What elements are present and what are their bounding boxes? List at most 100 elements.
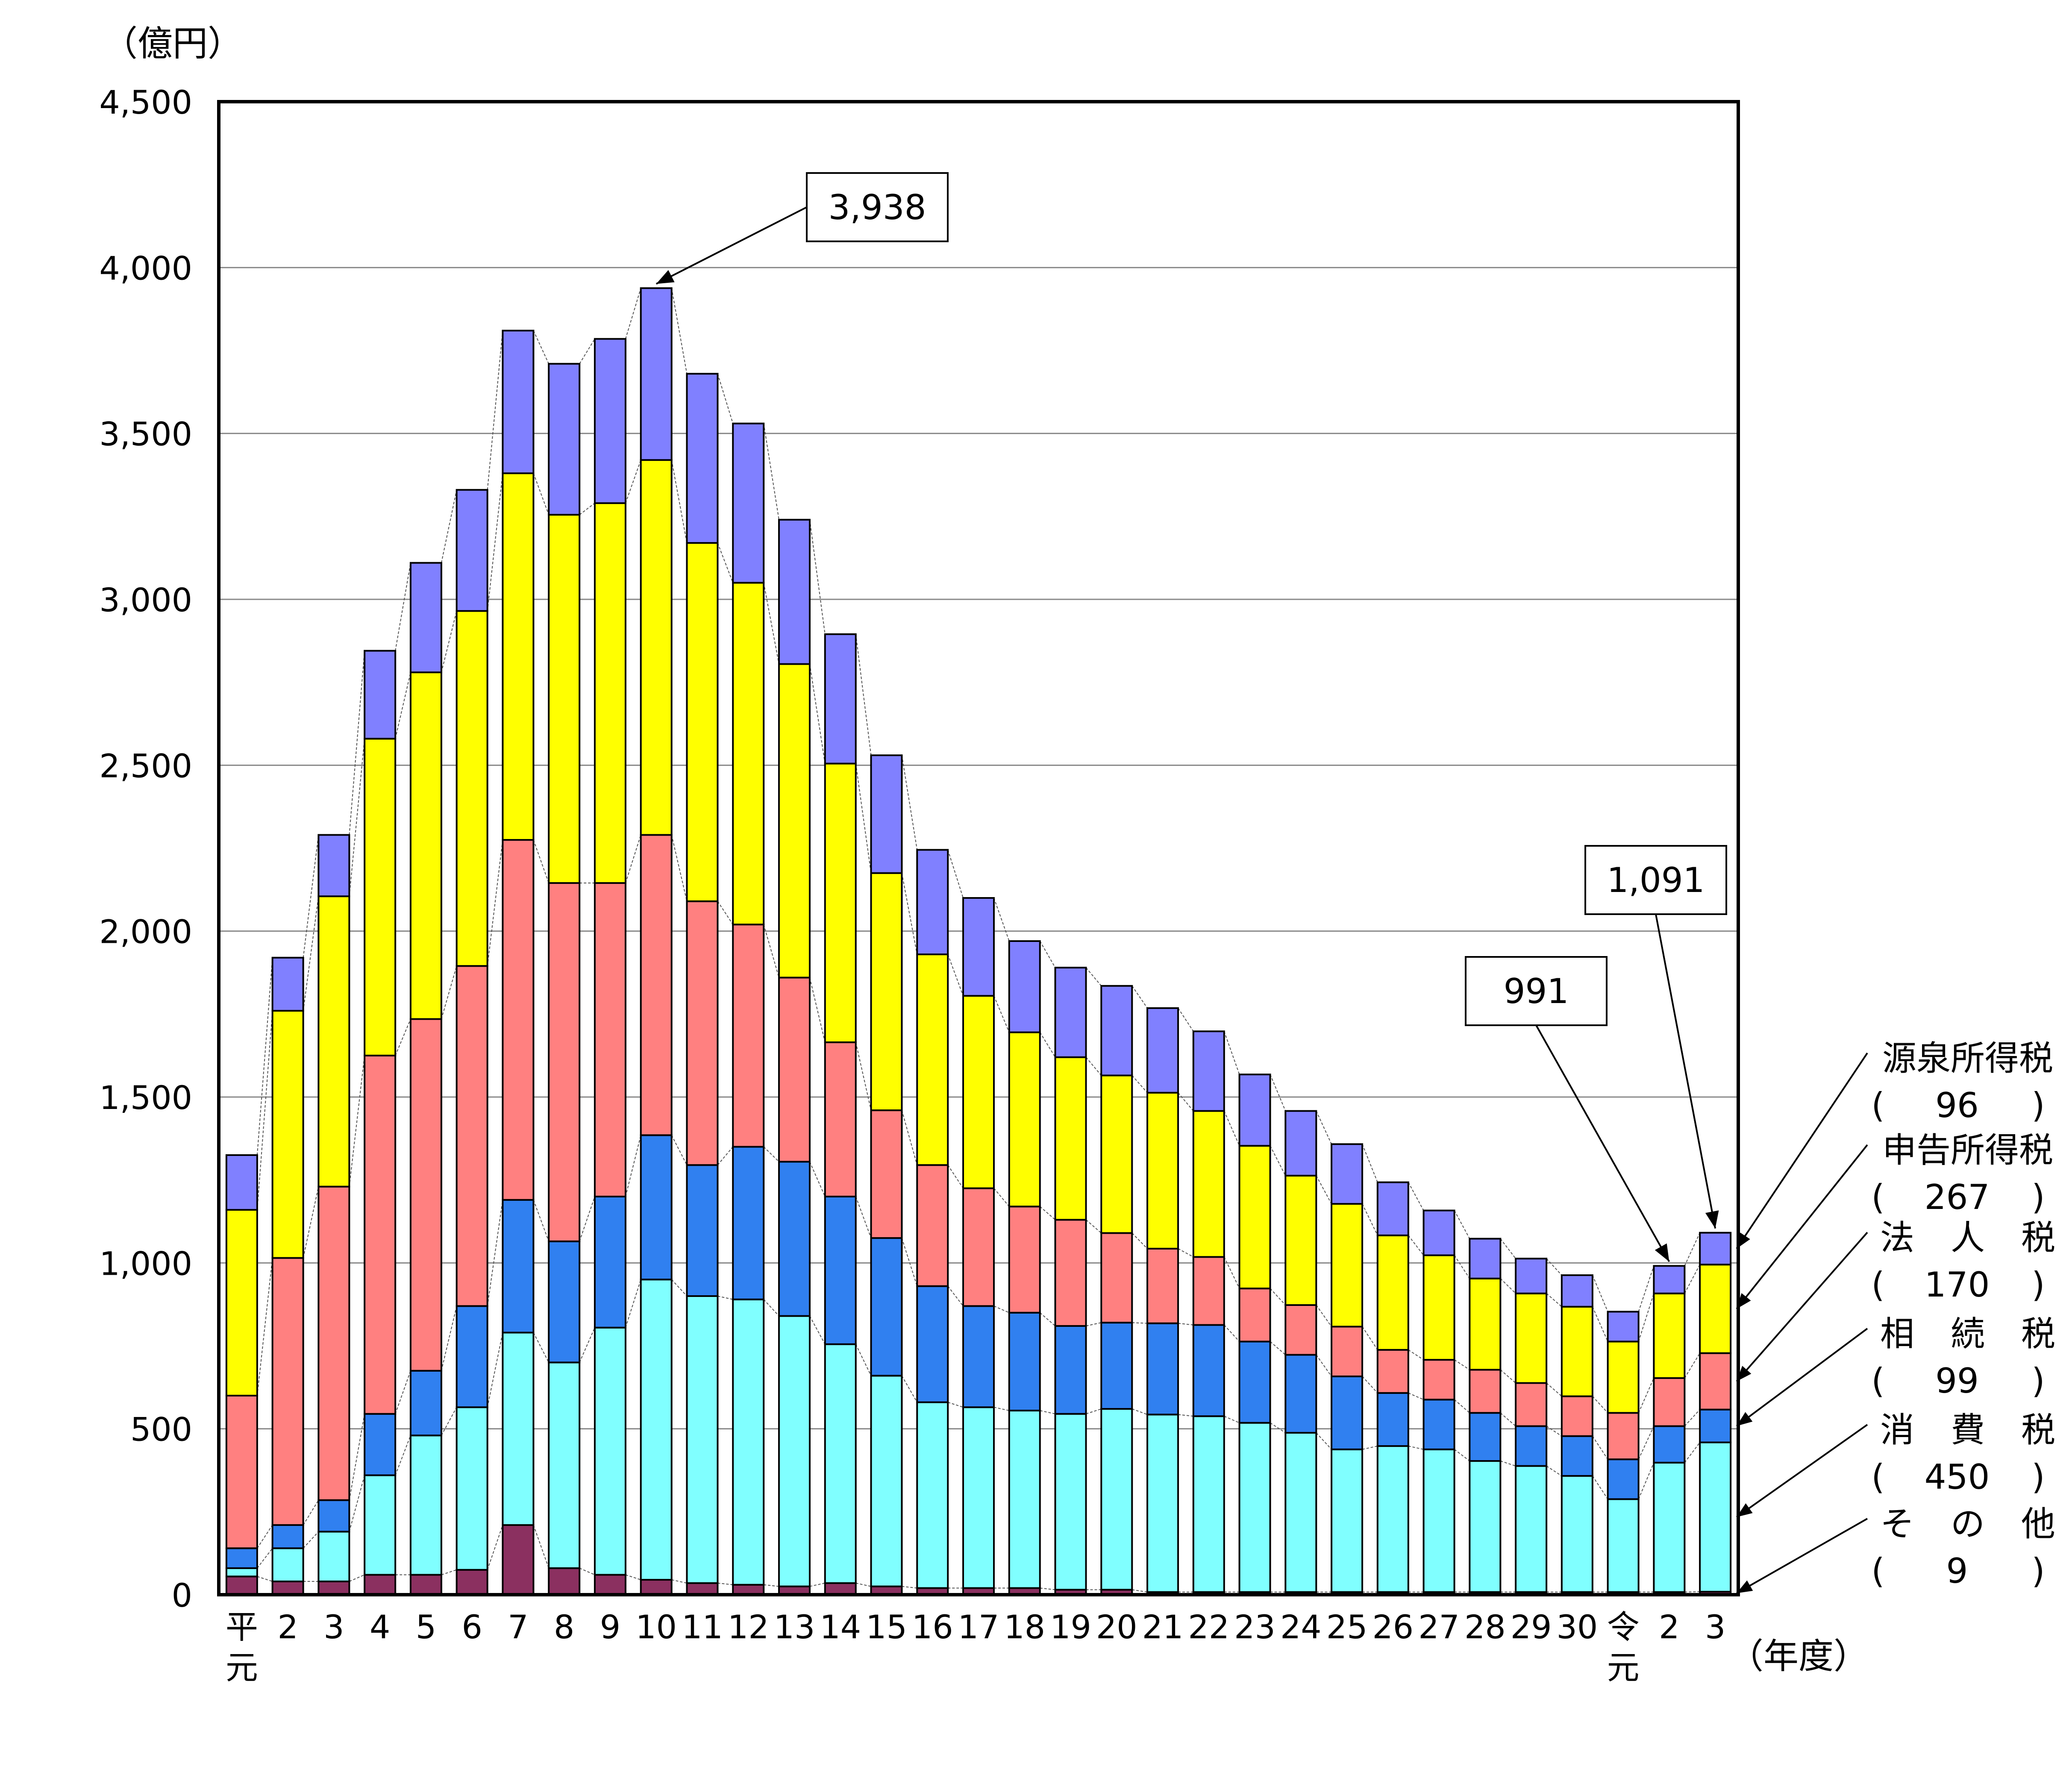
- legend-paren-open: (: [1871, 1265, 1884, 1305]
- bar-segment: [962, 897, 995, 997]
- series-connector: [809, 1316, 826, 1345]
- legend-series-name-char: 他: [2021, 1504, 2055, 1544]
- bar-segment: [1100, 1322, 1133, 1410]
- bar-segment: [1284, 1354, 1317, 1434]
- legend-series-name-char: 消: [1880, 1410, 1914, 1450]
- bar-segment: [225, 1547, 258, 1569]
- series-connector: [1362, 1144, 1378, 1182]
- series-connector: [1500, 1461, 1516, 1467]
- bar-segment: [1192, 1256, 1225, 1326]
- bar-segment: [271, 1524, 304, 1549]
- legend-value: 9: [1946, 1551, 1968, 1591]
- series-connector: [395, 563, 411, 651]
- series-connector: [1500, 1238, 1516, 1259]
- legend-paren-open: (: [1871, 1177, 1884, 1217]
- y-tick-label: 3,500: [99, 415, 192, 453]
- bar-segment: [732, 582, 765, 926]
- legend-series-name-char: 相: [1880, 1314, 1914, 1354]
- value-callouts: 3,938 991 1,091: [655, 172, 1727, 1262]
- bar-segment: [1100, 1074, 1133, 1234]
- bar-segment: [1653, 1292, 1686, 1379]
- bar-segment: [594, 1326, 626, 1576]
- series-connector: [1454, 1449, 1470, 1461]
- series-connector: [349, 1055, 365, 1187]
- bar-segment: [271, 1010, 304, 1259]
- series-connector: [1454, 1359, 1470, 1370]
- bar-segment: [870, 872, 903, 1112]
- series-connector: [1592, 1476, 1608, 1499]
- bar-segment: [640, 459, 673, 836]
- x-unit-label-group: （年度）: [1728, 1636, 1869, 1677]
- series-connector: [1638, 1266, 1655, 1312]
- legend-paren-close: ): [2031, 1085, 2045, 1125]
- bar-segment: [732, 924, 765, 1148]
- legend-series-name-char: 費: [1951, 1410, 1985, 1450]
- callout-label: 1,091: [1607, 860, 1705, 900]
- series-connector: [487, 1200, 503, 1306]
- y-unit-label: （億円）: [103, 23, 243, 64]
- series-connector: [901, 873, 918, 955]
- series-connector: [1408, 1182, 1424, 1211]
- bar-segment: [640, 1134, 673, 1281]
- bar-segment: [225, 1395, 258, 1549]
- bar-segment: [317, 1185, 350, 1501]
- series-connector: [671, 835, 688, 901]
- bar-segment: [1607, 1412, 1640, 1461]
- series-connector: [1408, 1392, 1424, 1400]
- callout-box: [1584, 845, 1727, 915]
- bar-segment: [502, 472, 535, 841]
- x-tick-label: 15: [866, 1608, 907, 1646]
- series-connector: [1132, 986, 1148, 1009]
- series-connector: [625, 1574, 641, 1581]
- y-tick-label: 1,500: [99, 1079, 192, 1117]
- series-connector: [1546, 1258, 1562, 1276]
- series-connector: [579, 1196, 595, 1242]
- series-connector: [1223, 1256, 1240, 1289]
- bar-segment: [317, 834, 350, 898]
- legend-paren-close: ): [2031, 1551, 2045, 1591]
- callout-label: 3,938: [828, 188, 926, 227]
- bar-segment: [364, 650, 397, 740]
- series-connector: [993, 1407, 1009, 1411]
- series-connector: [901, 1110, 918, 1165]
- series-connector: [349, 1574, 365, 1582]
- bar-segment: [1054, 1056, 1087, 1221]
- series-connector: [487, 1332, 503, 1408]
- series-connector: [1592, 1306, 1608, 1342]
- series-connector: [533, 473, 550, 515]
- bar-segment: [271, 956, 304, 1012]
- series-connector: [1178, 1092, 1194, 1112]
- x-tick-label: 14: [820, 1608, 861, 1646]
- series-connector: [671, 1579, 687, 1584]
- series-connector: [1684, 1232, 1701, 1266]
- x-tick-label: 元: [1607, 1649, 1640, 1687]
- series-connector: [1132, 1408, 1148, 1415]
- x-tick-label: 2: [1659, 1608, 1679, 1646]
- series-connector: [441, 1306, 457, 1371]
- plot-area-frame: [217, 100, 1740, 1596]
- series-connector: [1224, 1416, 1240, 1423]
- series-connector: [441, 1407, 457, 1436]
- series-connector: [947, 1286, 964, 1306]
- series-connector: [763, 1146, 779, 1162]
- series-connector: [349, 651, 365, 835]
- bar-segment: [1284, 1304, 1317, 1356]
- bar-segment: [1469, 1369, 1502, 1414]
- bar-segment: [502, 1199, 535, 1334]
- callout-label: 991: [1504, 971, 1569, 1011]
- x-tick-label: 19: [1050, 1608, 1091, 1646]
- bar-segment: [824, 763, 857, 1043]
- bar-segment: [1284, 1432, 1317, 1593]
- x-tick-label: 28: [1464, 1608, 1506, 1646]
- series-connector: [1408, 1235, 1424, 1256]
- series-connector: [717, 1296, 733, 1300]
- series-connector: [303, 896, 319, 1011]
- series-connector: [625, 1135, 641, 1197]
- bar-segment: [1284, 1175, 1317, 1306]
- bar-segment: [271, 1547, 304, 1582]
- series-connector: [625, 460, 641, 504]
- bar-segment: [1376, 1445, 1409, 1593]
- bar-segment: [1238, 1288, 1271, 1343]
- series-connector: [947, 1165, 964, 1189]
- legend-paren-open: (: [1871, 1361, 1884, 1401]
